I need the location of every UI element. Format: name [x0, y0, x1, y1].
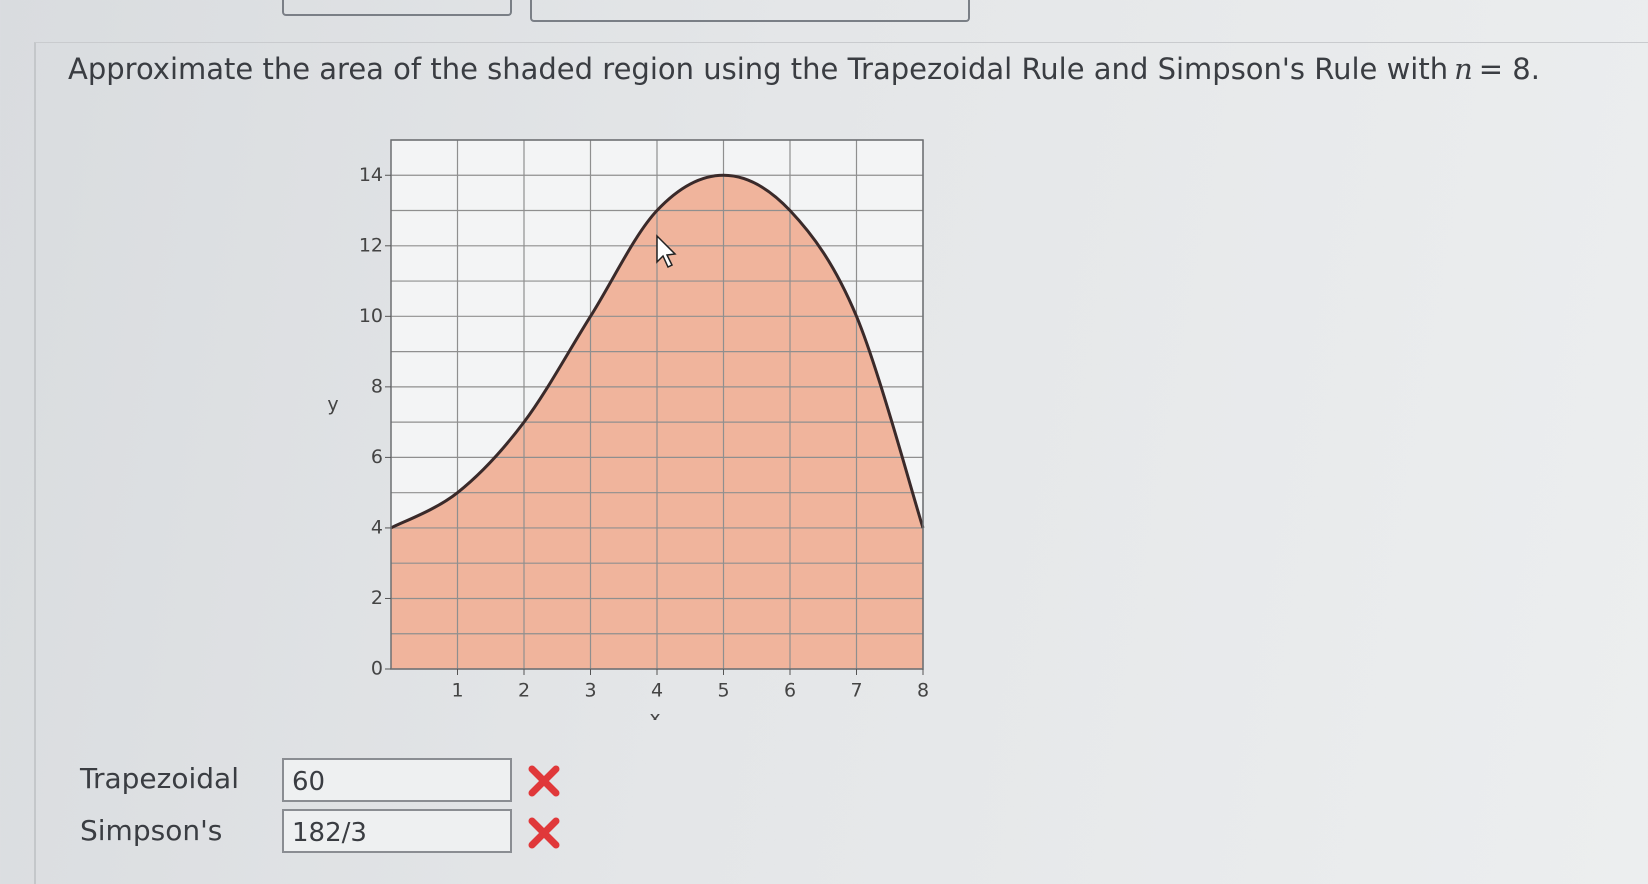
question: Approximate the area of the shaded regio…	[68, 52, 1540, 86]
x-tick-label: 7	[850, 680, 862, 702]
x-tick-label: 4	[651, 680, 663, 702]
cursor	[656, 234, 677, 269]
answer-input[interactable]: 60	[282, 758, 512, 802]
incorrect-icon	[528, 817, 560, 849]
incorrect-icon	[528, 765, 560, 797]
line	[390, 173, 925, 530]
answer-label: Simpson's	[80, 814, 223, 847]
y-tick-label: 14	[359, 164, 383, 186]
top-button[interactable]	[282, 0, 512, 16]
question-equation: = 8.	[1478, 52, 1540, 86]
y-tick-label: 4	[371, 516, 383, 538]
x-tick-label: 3	[584, 680, 596, 702]
y-tick-label: 10	[359, 305, 383, 327]
y-tick-label: 2	[371, 587, 383, 609]
answer-input[interactable]: 182/3	[282, 809, 512, 853]
y-tick-label: 8	[371, 375, 383, 397]
answer-label: Trapezoidal	[80, 762, 239, 795]
y-tick-label: 12	[359, 234, 383, 256]
x-tick-label: 2	[518, 680, 530, 702]
y-axis-label: y	[327, 394, 338, 416]
question-variable: n	[1454, 52, 1473, 86]
x-tick-label: 6	[784, 680, 796, 702]
x-axis-label: x	[649, 708, 660, 721]
y-tick-label: 6	[371, 446, 383, 468]
question-text: Approximate the area of the shaded regio…	[68, 52, 1449, 86]
x-tick-label: 5	[717, 680, 729, 702]
top-button[interactable]	[530, 0, 970, 22]
panel-border	[34, 42, 1648, 884]
x-tick-label: 8	[917, 680, 929, 702]
x-tick-label: 1	[451, 680, 463, 702]
y-tick-label: 0	[371, 658, 383, 680]
